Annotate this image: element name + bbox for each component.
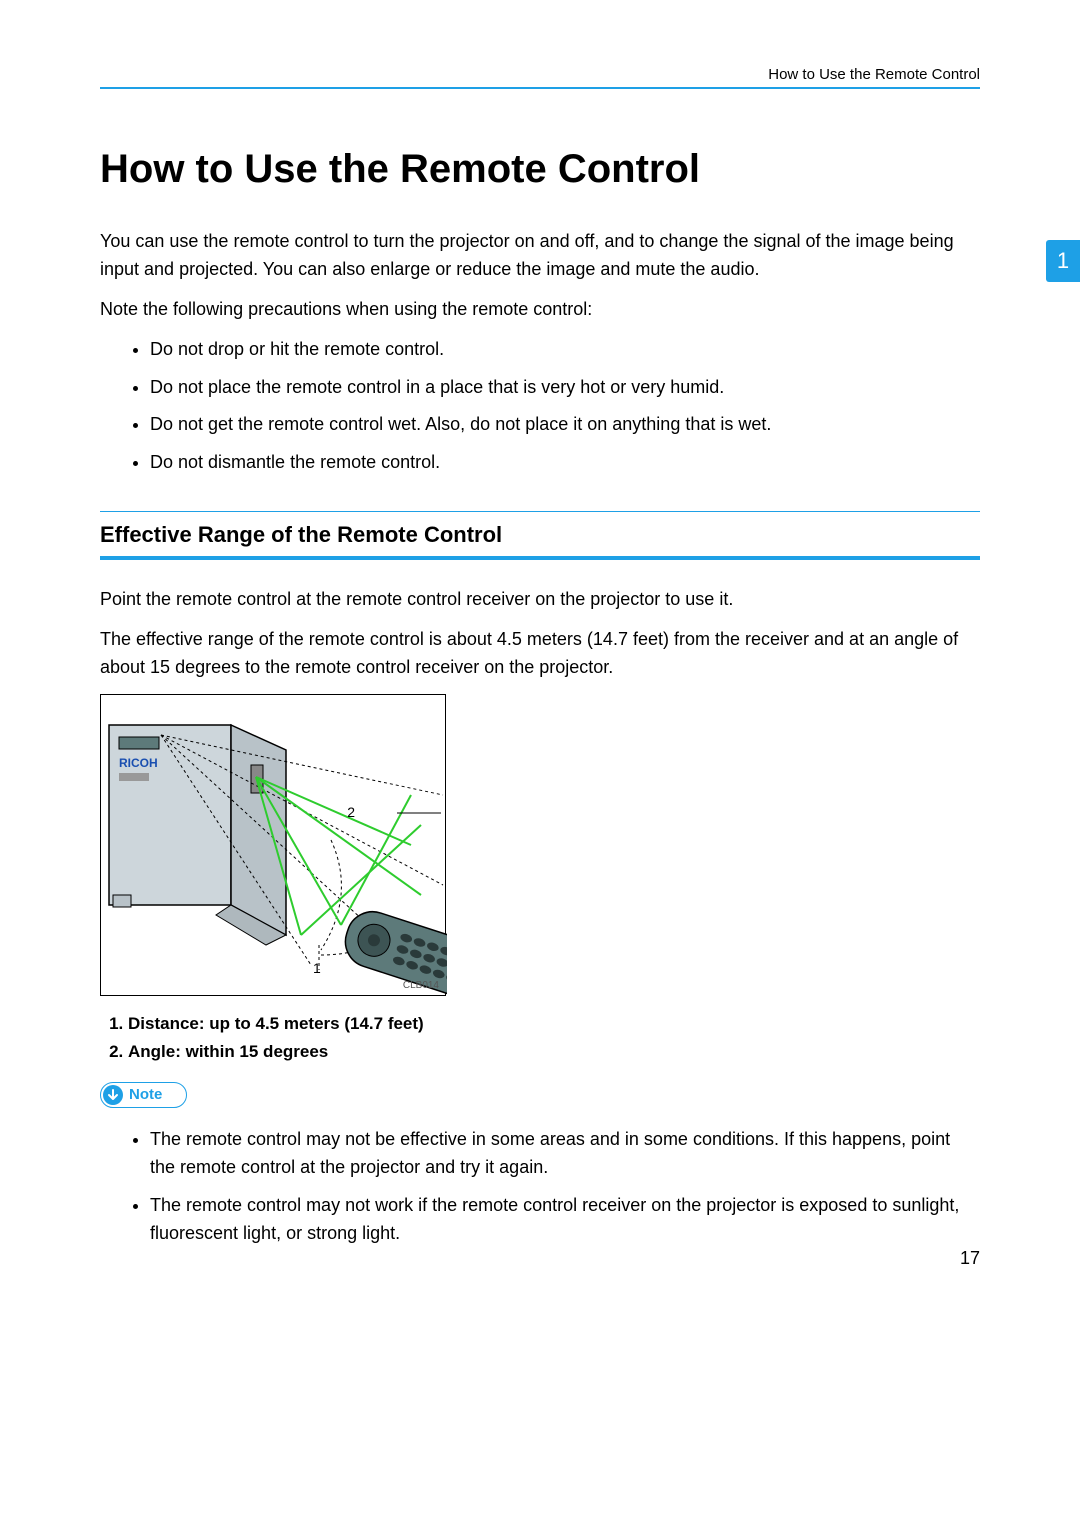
list-item: The remote control may not be effective … [150, 1126, 980, 1182]
callout-1: 1 [313, 960, 321, 976]
list-item: Do not place the remote control in a pla… [150, 374, 980, 402]
chapter-tab: 1 [1046, 240, 1080, 282]
legend-item: Angle: within 15 degrees [128, 1042, 980, 1062]
brand-label: RICOH [119, 756, 158, 770]
diagram-svg: RICOH [101, 695, 447, 997]
figure-id: CLB014 [403, 980, 439, 991]
list-item: Do not get the remote control wet. Also,… [150, 411, 980, 439]
section-title: Effective Range of the Remote Control [100, 512, 980, 556]
page-title: How to Use the Remote Control [100, 147, 980, 192]
section-paragraph-2: The effective range of the remote contro… [100, 626, 980, 682]
callout-2: 2 [347, 804, 355, 820]
projector-icon: RICOH [109, 725, 286, 945]
range-diagram: RICOH [100, 694, 446, 996]
note-badge: Note [100, 1082, 187, 1108]
page-number: 17 [960, 1248, 980, 1269]
section-rule [100, 556, 980, 560]
diagram-legend: Distance: up to 4.5 meters (14.7 feet) A… [100, 1014, 980, 1062]
note-label: Note [129, 1086, 162, 1103]
document-page: How to Use the Remote Control 1 How to U… [0, 0, 1080, 1317]
precautions-list: Do not drop or hit the remote control. D… [100, 336, 980, 478]
running-header: How to Use the Remote Control [100, 66, 980, 83]
note-list: The remote control may not be effective … [100, 1126, 980, 1248]
intro-paragraph-2: Note the following precautions when usin… [100, 296, 980, 324]
header-rule [100, 87, 980, 89]
intro-paragraph-1: You can use the remote control to turn t… [100, 228, 980, 284]
list-item: Do not dismantle the remote control. [150, 449, 980, 477]
legend-item: Distance: up to 4.5 meters (14.7 feet) [128, 1014, 980, 1034]
section-paragraph-1: Point the remote control at the remote c… [100, 586, 980, 614]
list-item: The remote control may not work if the r… [150, 1192, 980, 1248]
list-item: Do not drop or hit the remote control. [150, 336, 980, 364]
arrow-down-icon [103, 1085, 123, 1105]
